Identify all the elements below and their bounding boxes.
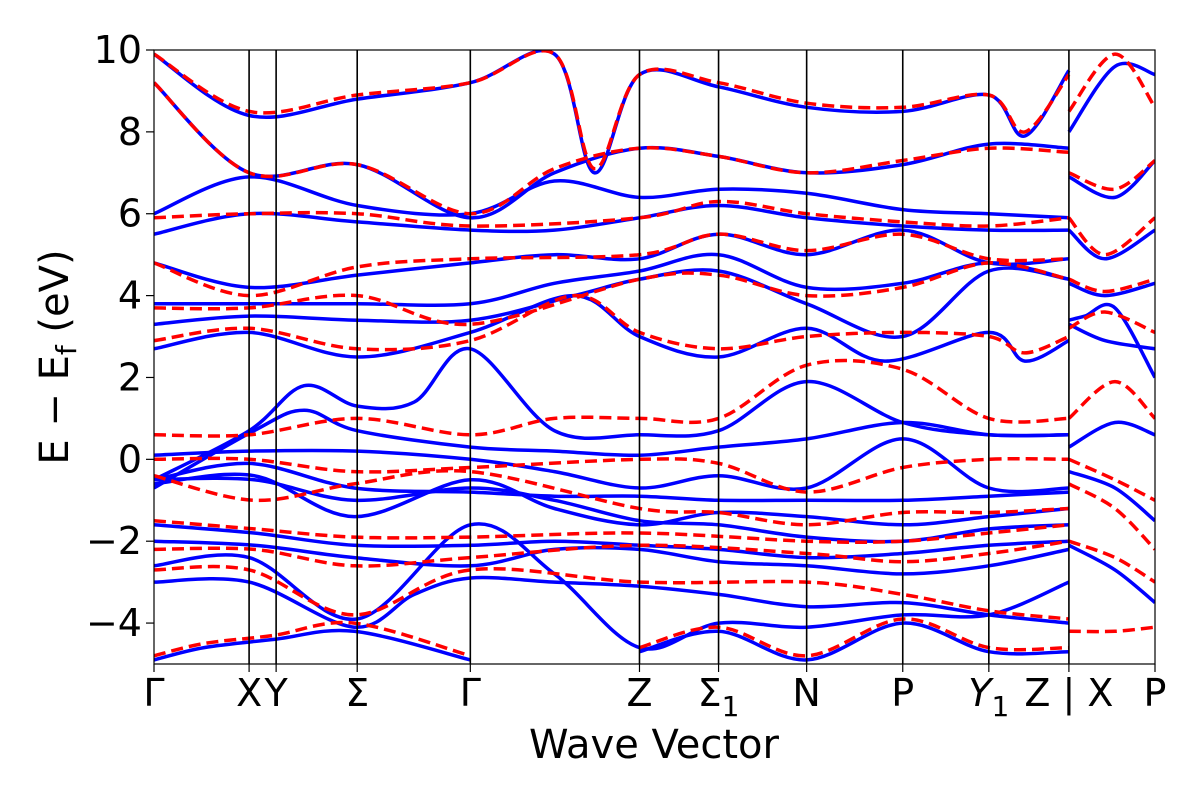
dashed-band-16 bbox=[1068, 457, 1155, 502]
solid-band-25 bbox=[1068, 281, 1155, 298]
x-tick-label-10: Z | X bbox=[1024, 671, 1113, 716]
y-tick-label-0: 10 bbox=[94, 28, 142, 72]
y-axis-ticks: 10 8 6 4 2 0 −2 −4 bbox=[86, 28, 154, 645]
x-tick-label-6: Σ1 bbox=[698, 671, 740, 723]
dashed-band-21 bbox=[1067, 216, 1155, 257]
solid-band-24 bbox=[1068, 543, 1155, 604]
dashed-band-23 bbox=[1067, 52, 1155, 113]
dashed-band-2 bbox=[154, 564, 1070, 621]
x-tick-label-9: Y1 bbox=[968, 671, 1009, 723]
dashed-band-12 bbox=[154, 81, 1069, 216]
x-tick-label-0: Γ bbox=[143, 671, 164, 715]
solid-band-22 bbox=[1068, 420, 1155, 449]
dashed-band-3 bbox=[154, 539, 1070, 568]
solid-band-5 bbox=[154, 523, 1069, 560]
dashed-band-11 bbox=[154, 199, 1070, 228]
y-tick-label-6: −2 bbox=[86, 519, 142, 563]
y-axis-title: E − Ef (eV) bbox=[32, 249, 83, 464]
dashed-band-9 bbox=[154, 261, 1070, 327]
x-tick-label-7: N bbox=[792, 671, 820, 715]
y-axis-title-subscript: f bbox=[50, 344, 83, 355]
solid-band-8 bbox=[154, 461, 1069, 503]
x-tick-label-8: P bbox=[891, 671, 914, 715]
solid-band-12 bbox=[154, 293, 1070, 363]
solid-band-27 bbox=[1068, 159, 1155, 200]
solid-band-7 bbox=[154, 472, 1070, 527]
dashed-band-10 bbox=[154, 232, 1069, 298]
solid-band-23 bbox=[1068, 469, 1155, 523]
dashed-band-15 bbox=[1067, 379, 1155, 420]
dashed-band-8 bbox=[154, 293, 1070, 355]
x-tick-label-2: Y bbox=[264, 671, 289, 715]
x-tick-label-1: X bbox=[236, 671, 262, 715]
x-axis-ticks: Γ X Y Σ Γ Z Σ1 N P Y1 Z | X P bbox=[143, 664, 1166, 723]
solid-band-26 bbox=[1067, 228, 1155, 261]
dashed-band-14 bbox=[1068, 310, 1155, 335]
dashed-band-0 bbox=[154, 620, 471, 658]
dashed-band-4 bbox=[154, 518, 1070, 544]
x-tick-label-5: Z bbox=[626, 671, 652, 715]
solid-band-0 bbox=[154, 628, 471, 662]
dashed-band-6 bbox=[154, 456, 1069, 494]
solid-bands bbox=[154, 50, 1155, 662]
dashed-band-5 bbox=[154, 469, 1069, 527]
dashed-band-17 bbox=[1068, 482, 1155, 551]
solid-band-3 bbox=[154, 522, 1070, 651]
solid-band-2 bbox=[154, 575, 1070, 629]
dashed-band-19 bbox=[1068, 625, 1155, 634]
x-tick-label-11: P bbox=[1144, 671, 1167, 715]
x-axis-title: Wave Vector bbox=[529, 722, 780, 768]
solid-band-28 bbox=[1067, 61, 1155, 133]
dashed-band-22 bbox=[1068, 159, 1155, 191]
y-axis-title-unit: (eV) bbox=[32, 249, 78, 345]
y-tick-label-3: 4 bbox=[118, 274, 142, 318]
dashed-band-18 bbox=[1068, 539, 1155, 584]
x-tick-label-4: Γ bbox=[460, 671, 481, 715]
solid-band-17 bbox=[154, 175, 1069, 220]
y-tick-label-5: 0 bbox=[118, 437, 142, 481]
solid-band-4 bbox=[154, 539, 1070, 576]
y-axis-title-main: E − E bbox=[32, 355, 78, 465]
kpoint-lines bbox=[248, 50, 1070, 664]
x-tick-label-3: Σ bbox=[345, 671, 369, 715]
dashed-bands bbox=[154, 50, 1155, 658]
y-tick-label-4: 2 bbox=[118, 355, 142, 399]
dashed-band-20 bbox=[1068, 277, 1155, 294]
y-tick-label-7: −4 bbox=[86, 601, 142, 645]
plot-frame bbox=[153, 49, 1156, 665]
dashed-band-1 bbox=[639, 617, 1069, 658]
solid-band-21 bbox=[1068, 322, 1155, 351]
y-tick-label-2: 6 bbox=[118, 192, 142, 236]
y-tick-label-1: 8 bbox=[118, 110, 142, 154]
